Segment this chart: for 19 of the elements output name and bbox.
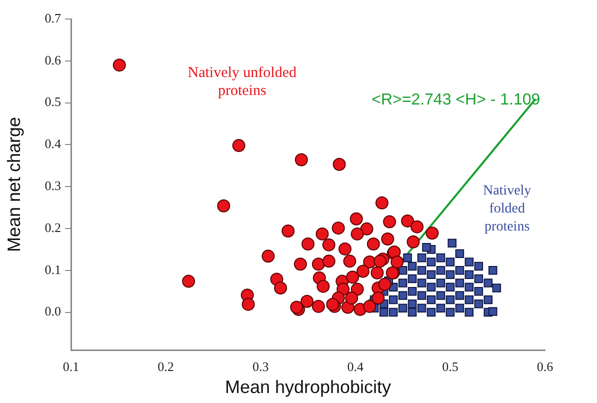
annotation: <R>=2.743 <H> - 1.109 <box>372 92 540 108</box>
x-tick-label: 0.6 <box>536 359 554 374</box>
x-tick-label: 0.1 <box>62 359 80 374</box>
x-axis-title: Mean hydrophobicity <box>224 377 392 398</box>
y-axis-title: Mean net charge <box>4 116 24 252</box>
x-tick-label: 0.2 <box>158 359 174 374</box>
y-tick-label: 0.0 <box>44 304 61 319</box>
y-tick-label: 0.6 <box>44 52 62 68</box>
x-tick-label: 0.5 <box>442 359 458 374</box>
y-tick-label: 0.3 <box>44 178 61 194</box>
y-tick-label: 0.1 <box>44 262 61 277</box>
x-tick-label: 0.4 <box>347 359 364 374</box>
annotation: Natively folded proteins <box>482 184 532 235</box>
x-tick-label: 0.3 <box>252 359 269 374</box>
y-tick-label: 0.5 <box>44 94 61 110</box>
y-tick-label: 0.4 <box>44 136 62 152</box>
annotation: Natively unfolded proteins <box>188 64 297 99</box>
y-tick-label: 0.2 <box>44 220 61 235</box>
y-tick-label: 0.7 <box>44 10 62 26</box>
